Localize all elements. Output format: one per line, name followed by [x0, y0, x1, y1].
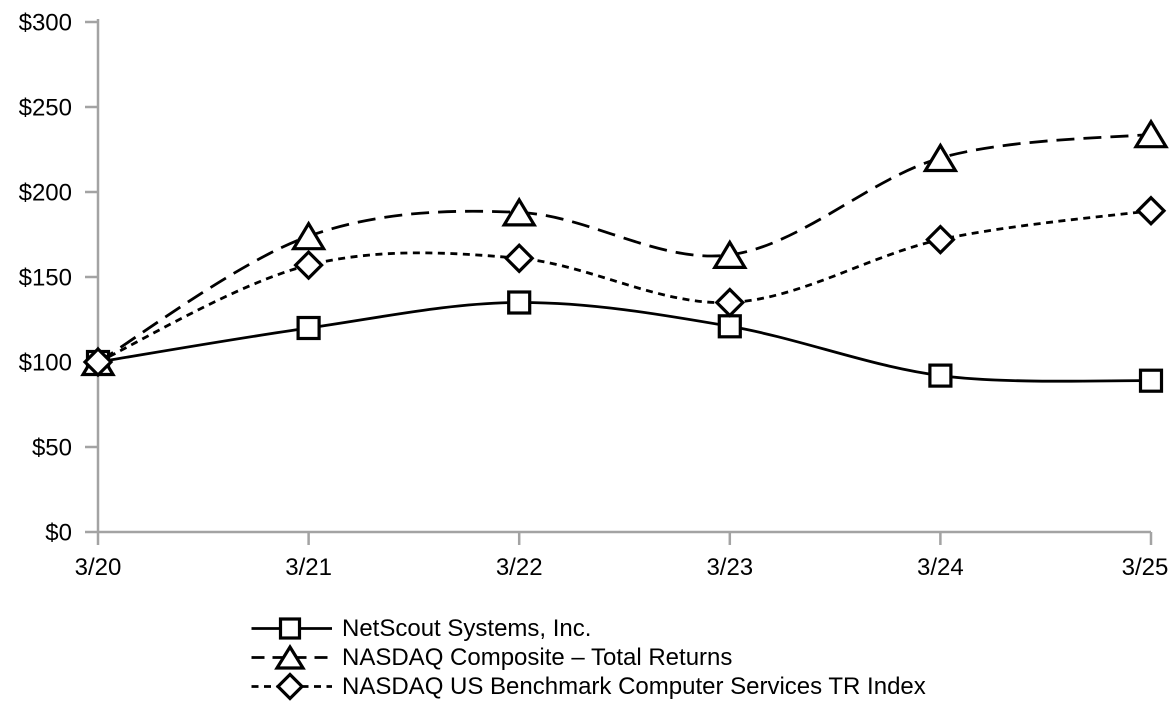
- legend-label: NASDAQ Composite – Total Returns: [342, 644, 733, 671]
- square-marker: [717, 314, 742, 339]
- square-marker: [507, 290, 532, 315]
- series-line-long-dash: [97, 132, 1152, 364]
- diamond-marker: [82, 346, 114, 378]
- legend-label: NetScout Systems, Inc.: [342, 615, 592, 642]
- diamond-marker: [293, 249, 324, 281]
- x-tick-label: 3/20: [75, 554, 122, 581]
- triangle-marker: [290, 220, 327, 251]
- legend-label: NASDAQ US Benchmark Computer Services TR…: [342, 673, 926, 700]
- diamond-marker: [925, 224, 956, 255]
- legend-item-nasdaq-us-benchmark: NASDAQ US Benchmark Computer Services TR…: [250, 672, 926, 701]
- diamond-marker: [503, 243, 535, 274]
- legend-sample-diamond-dotted-line: [251, 672, 332, 701]
- square-marker: [296, 315, 321, 341]
- legend-item-nasdaq-composite: NASDAQ Composite – Total Returns: [250, 643, 926, 672]
- triangle-marker: [711, 239, 748, 269]
- triangle-marker: [501, 196, 538, 227]
- diamond-marker: [1135, 195, 1167, 226]
- series-nasdaq-us-benchmark-computer-services-tr-index: [82, 195, 1167, 378]
- chart-legend: NetScout Systems, Inc. NASDAQ Composite …: [250, 614, 926, 701]
- square-marker: [278, 617, 302, 640]
- legend-item-netscout-systems: NetScout Systems, Inc.: [250, 614, 926, 643]
- y-tick-label: $250: [19, 95, 72, 122]
- y-tick-label: $50: [32, 435, 72, 462]
- x-tick-label: 3/25: [1122, 554, 1169, 581]
- x-tick-label: 3/23: [706, 554, 753, 581]
- y-tick-label: $200: [19, 180, 72, 207]
- series-line-short-dash: [97, 209, 1152, 364]
- square-marker: [928, 363, 953, 388]
- triangle-marker: [274, 643, 306, 670]
- y-tick-label: $100: [19, 350, 72, 377]
- triangle-marker: [1133, 118, 1169, 149]
- diamond-marker: [714, 287, 746, 318]
- axes: $0 $50 $100 $150 $200 $250 $300 3/20 3/21 3/22 3/2…: [19, 10, 1169, 582]
- y-tick-label: $0: [45, 520, 72, 547]
- legend-sample-square-solid-line: [251, 617, 332, 640]
- y-tick-label: $150: [19, 265, 72, 292]
- triangle-marker: [922, 142, 959, 173]
- x-tick-label: 3/22: [496, 554, 543, 581]
- diamond-marker: [275, 672, 305, 701]
- y-tick-label: $300: [19, 10, 72, 37]
- square-marker: [1138, 368, 1164, 393]
- x-tick-label: 3/24: [917, 554, 964, 581]
- legend-sample-triangle-dashed-line: [251, 643, 332, 670]
- series-netscout-systems-inc: [85, 290, 1164, 393]
- x-tick-label: 3/21: [285, 554, 332, 581]
- series-line-solid: [97, 301, 1152, 383]
